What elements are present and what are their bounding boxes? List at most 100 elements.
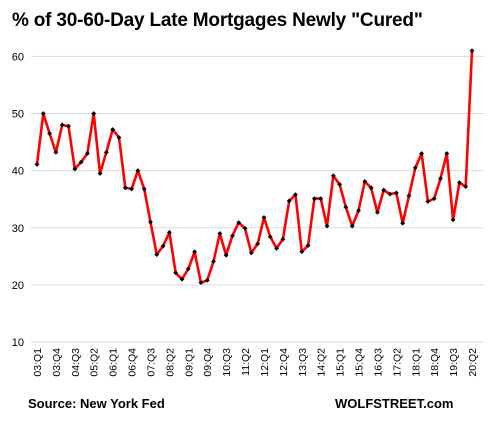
wolfstreet-watermark: WOLFSTREET.com bbox=[335, 396, 454, 411]
data-point bbox=[387, 191, 393, 197]
data-point bbox=[463, 184, 469, 190]
x-tick-label: 11:Q2 bbox=[240, 348, 252, 376]
data-point bbox=[160, 243, 166, 249]
data-point bbox=[40, 111, 46, 116]
data-point bbox=[198, 280, 204, 285]
data-point bbox=[267, 234, 273, 240]
data-point bbox=[230, 233, 235, 239]
data-point bbox=[425, 199, 431, 204]
y-tick-label: 60 bbox=[12, 51, 24, 63]
data-point bbox=[356, 208, 361, 214]
data-point bbox=[135, 168, 141, 174]
data-point bbox=[173, 270, 179, 276]
y-tick-label: 20 bbox=[12, 280, 24, 292]
x-tick-label: 15:Q1 bbox=[335, 348, 347, 377]
data-point bbox=[217, 231, 223, 236]
x-tick-label: 17:Q2 bbox=[391, 348, 403, 377]
data-point bbox=[444, 151, 450, 156]
data-point bbox=[419, 151, 424, 156]
data-point bbox=[148, 219, 153, 225]
data-point bbox=[406, 193, 412, 199]
x-tick-label: 13:Q3 bbox=[297, 348, 309, 377]
y-tick-label: 30 bbox=[12, 223, 24, 235]
series-line bbox=[35, 50, 474, 284]
x-tick-label: 18:Q1 bbox=[410, 348, 422, 377]
data-point bbox=[255, 241, 261, 247]
data-point bbox=[47, 131, 53, 136]
data-point bbox=[343, 204, 349, 210]
data-point bbox=[236, 220, 242, 226]
data-point bbox=[185, 266, 191, 272]
y-tick-label: 50 bbox=[12, 109, 24, 121]
data-point bbox=[438, 176, 443, 182]
x-tick-label: 12:Q4 bbox=[278, 348, 290, 377]
data-point bbox=[368, 185, 374, 191]
x-tick-label: 04:Q3 bbox=[70, 348, 82, 377]
data-point bbox=[179, 276, 185, 282]
data-point bbox=[204, 277, 210, 283]
data-point bbox=[274, 245, 279, 251]
data-point bbox=[116, 135, 122, 140]
data-point bbox=[34, 161, 40, 167]
data-point bbox=[166, 229, 172, 235]
data-point bbox=[393, 190, 399, 196]
data-point bbox=[211, 259, 216, 264]
data-point bbox=[381, 187, 387, 193]
data-point bbox=[129, 186, 134, 192]
data-point bbox=[85, 151, 90, 156]
data-point bbox=[97, 171, 103, 176]
data-point bbox=[280, 236, 286, 242]
y-tick-label: 40 bbox=[12, 166, 24, 178]
x-tick-label: 12:Q1 bbox=[259, 348, 271, 377]
data-point bbox=[293, 192, 298, 198]
data-point bbox=[324, 223, 330, 229]
data-point bbox=[456, 180, 462, 186]
data-point bbox=[154, 252, 160, 258]
grid-lines bbox=[31, 55, 484, 343]
data-point bbox=[349, 223, 355, 229]
series-layer bbox=[34, 48, 475, 285]
x-tick-label: 07:Q3 bbox=[145, 348, 157, 377]
data-point bbox=[362, 179, 368, 184]
data-point bbox=[311, 196, 317, 202]
x-tick-label: 19:Q3 bbox=[448, 348, 460, 377]
data-point bbox=[242, 225, 248, 231]
x-axis-ticks: 03:Q1 03:Q4 04:Q3 05:Q2 06:Q1 06:Q4 07:Q3 08:Q2… bbox=[32, 348, 479, 377]
x-tick-label: 20:Q2 bbox=[467, 348, 479, 377]
data-point bbox=[223, 252, 229, 258]
data-point bbox=[110, 127, 116, 132]
x-tick-label: 09:Q1 bbox=[183, 348, 195, 377]
data-point bbox=[375, 209, 380, 215]
x-tick-label: 03:Q4 bbox=[51, 348, 63, 377]
data-point bbox=[400, 220, 406, 226]
x-tick-label: 06:Q4 bbox=[127, 348, 139, 377]
data-point bbox=[412, 165, 418, 171]
data-point bbox=[305, 243, 311, 248]
data-point bbox=[337, 181, 343, 187]
data-point bbox=[72, 166, 78, 172]
chart-title: % of 30-60-Day Late Mortgages Newly "Cur… bbox=[12, 10, 423, 31]
data-point bbox=[261, 215, 267, 220]
source-note: Source: New York Fed bbox=[28, 396, 165, 411]
data-point bbox=[91, 111, 97, 116]
x-tick-label: 14:Q2 bbox=[316, 348, 328, 377]
data-point bbox=[192, 249, 198, 255]
data-point bbox=[450, 217, 456, 223]
data-point bbox=[122, 185, 128, 191]
data-point bbox=[53, 149, 59, 155]
x-tick-label: 10:Q3 bbox=[221, 348, 233, 377]
x-tick-label: 18:Q4 bbox=[429, 348, 441, 377]
x-tick-label: 15:Q4 bbox=[354, 348, 366, 377]
y-axis-ticks: 10 20 30 40 50 60 bbox=[12, 51, 24, 349]
x-tick-label: 08:Q2 bbox=[164, 348, 176, 377]
x-tick-label: 06:Q1 bbox=[108, 348, 120, 377]
data-point bbox=[469, 48, 475, 54]
data-point bbox=[66, 123, 71, 129]
data-point bbox=[78, 159, 84, 165]
data-point bbox=[286, 198, 292, 204]
x-tick-label: 16:Q3 bbox=[372, 348, 384, 377]
data-point bbox=[431, 196, 437, 202]
data-point bbox=[318, 196, 324, 202]
data-point bbox=[248, 250, 254, 256]
